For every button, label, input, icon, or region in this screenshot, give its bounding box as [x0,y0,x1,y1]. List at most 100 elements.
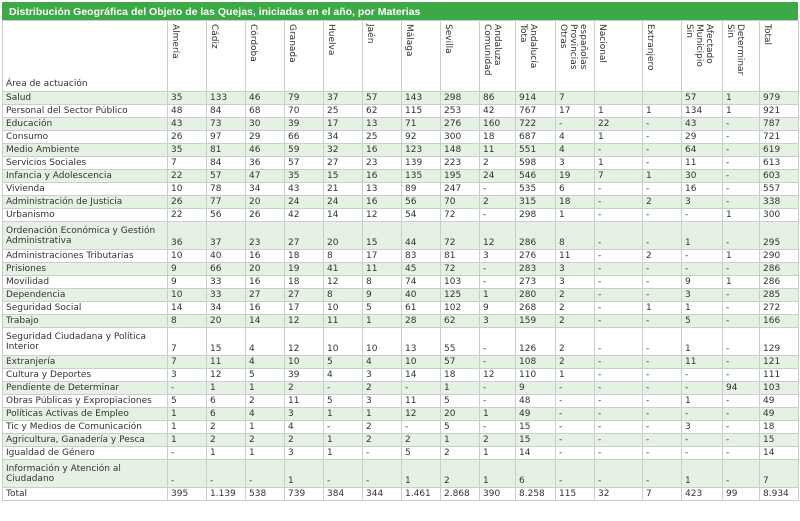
table-cell: 7 [167,355,207,369]
table-cell: 535 [515,182,556,196]
table-cell: - [479,327,516,356]
table-cell: 5 [440,394,480,408]
row-label: Educación [2,117,168,131]
table-cell: 1.461 [401,487,441,501]
table-cell: 42 [284,208,324,222]
table-cell: 7 [167,327,207,356]
table-cell: - [642,459,682,488]
table-row: Prisiones 9 66 20 19 41 11 45 72-283 3- - - -286 [2,262,799,276]
table-cell: 14 [759,446,799,460]
row-label-line: Extranjería [6,357,56,367]
table-row: Seguridad Ciudadana y Política Interior 7 1… [2,327,799,356]
column-header-line: Cádiz [209,24,219,49]
table-cell: 2 [284,433,324,447]
table-cell: 1 [722,275,760,289]
table-cell: 70 [440,195,480,209]
row-label-line: Pendiente de Determinar [6,383,120,393]
table-cell: 11 [323,314,363,328]
table-cell: 739 [284,487,324,501]
row-label: Infancia y Adolescencia [2,169,168,183]
table-cell: 24 [479,169,516,183]
table-cell: 921 [759,104,799,118]
table-cell: 32 [323,143,363,157]
table-cell: 14 [167,301,207,315]
column-header-line: Nacional [597,24,607,63]
row-label-line: Infancia y Adolescencia [6,171,112,181]
table-cell: - [323,420,363,434]
row-label-line: Servicios Sociales [6,158,87,168]
table-cell: 74 [401,275,441,289]
table-cell: - [245,459,285,488]
table-cell: 1 [401,459,441,488]
table-cell: 4 [555,130,595,144]
table-cell: 12 [401,407,441,421]
table-cell: 20 [440,407,480,421]
table-row: Vivienda 10 78 34 43 21 13 89 247-535 6- -16-557 [2,182,799,196]
table-cell: 83 [401,249,441,263]
table-row: Seguridad Social 14 34 16 17 10 5 61 102 9 268 2-1 1… [2,301,799,315]
table-cell: 2 [642,195,682,209]
table-cell: - [722,262,760,276]
table-cell: 598 [515,156,556,170]
table-cell: - [167,459,207,488]
row-label: Cultura y Deportes [2,368,168,382]
table-cell: 5 [167,394,207,408]
table-cell: 14 [245,314,285,328]
table-cell: 84 [206,156,246,170]
table-cell: 56 [206,208,246,222]
table-cell: 4 [555,143,595,157]
table-cell: 3 [284,446,324,460]
table-cell: 4 [245,355,285,369]
table-cell: - [722,433,760,447]
row-label-line: Educación [6,119,53,129]
table-cell: 11 [206,355,246,369]
column-header-line: Granada [287,24,297,63]
table-cell: 97 [206,130,246,144]
table-cell: - [722,355,760,369]
column-header: Sevilla [440,20,480,92]
table-cell: 5 [401,446,441,460]
table-cell: 11 [362,262,402,276]
table-cell: 4 [362,355,402,369]
table-cell: 276 [515,249,556,263]
table-cell: 13 [362,117,402,131]
row-label: Obras Públicas y Expropiaciones [2,394,168,408]
row-label-line: Cultura y Deportes [6,370,92,380]
table-cell: - [642,143,682,157]
column-header-text: Sevilla [442,22,479,54]
table-cell: 18 [440,368,480,382]
table-cell: - [555,459,595,488]
table-cell: 9 [167,275,207,289]
table-cell: 86 [479,91,516,105]
column-header-text: Almería [169,22,206,59]
table-cell: 4 [323,368,363,382]
table-cell: 7 [642,487,682,501]
table-cell: 111 [759,368,799,382]
row-label: Salud [2,91,168,105]
table-cell: - [642,117,682,131]
table-cell: - [479,208,516,222]
table-cell: 92 [401,130,441,144]
table-cell: 102 [440,301,480,315]
table-cell: - [722,156,760,170]
table-cell: 57 [440,355,480,369]
table-cell: 6 [555,182,595,196]
table-cell: - [681,262,723,276]
table-cell: 2 [206,433,246,447]
column-header-line: Córdoba [248,24,258,62]
table-cell: 3 [479,314,516,328]
table-cell: 1 [245,420,285,434]
table-cell: 15 [362,221,402,250]
table-cell: - [167,446,207,460]
row-label: Ordenación Económica y Gestión Administra… [2,221,168,250]
table-row: Movilidad 9 33 16 18 12 8 74 103-273 3- -9 1 286 [2,275,799,289]
table-cell: 8.258 [515,487,556,501]
table-cell: 3 [681,288,723,302]
table-cell: 39 [284,368,324,382]
table-cell: 57 [681,91,723,105]
column-header-line: Sin [684,24,694,38]
table-cell: - [722,446,760,460]
table-cell: 1 [594,130,643,144]
table-cell: 315 [515,195,556,209]
table-cell: 1 [479,288,516,302]
